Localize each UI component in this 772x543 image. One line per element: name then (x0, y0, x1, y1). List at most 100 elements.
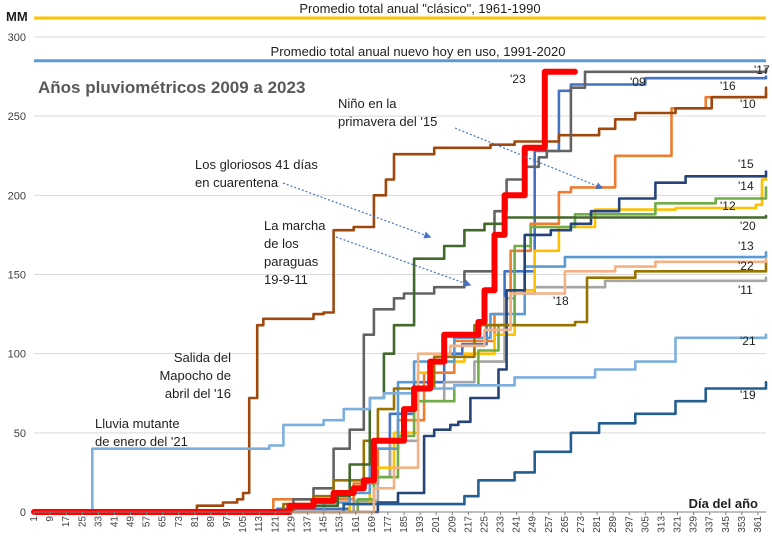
annotation-text: de enero del '21 (95, 434, 188, 449)
y-tick-label: 300 (8, 32, 26, 44)
x-tick-label: 57 (142, 516, 153, 528)
annotation-text: primavera del '15 (338, 114, 437, 129)
series-line (32, 86, 768, 514)
annotation-text: paraguas (264, 254, 319, 269)
x-tick-label: 329 (689, 516, 700, 533)
series-label: '14 (738, 179, 754, 193)
x-tick-label: 9 (45, 516, 56, 522)
annotation-arrow (335, 236, 472, 287)
x-tick-label: 281 (592, 516, 603, 533)
series-label: '18 (553, 294, 569, 308)
annotation-text: Los gloriosos 41 días (195, 157, 318, 172)
x-tick-label: 137 (302, 516, 313, 533)
series-label: '17 (754, 63, 770, 77)
y-tick-label: 250 (8, 111, 26, 123)
x-tick-label: 273 (576, 516, 587, 533)
x-tick-label: 113 (254, 516, 265, 532)
x-tick-label: 201 (431, 516, 442, 533)
x-tick-label: 25 (77, 516, 88, 528)
series-line (32, 214, 768, 514)
series-label: '19 (740, 388, 756, 402)
x-tick-label: 297 (624, 516, 635, 533)
reference-lines: Promedio total anual "clásico", 1961-199… (34, 1, 766, 63)
x-tick-label: 321 (673, 516, 684, 533)
reference-line-label: Promedio total anual nuevo hoy en uso, 1… (271, 44, 566, 59)
y-tick-label: 0 (20, 507, 26, 519)
series-line (32, 175, 768, 514)
y-tick-label: 150 (8, 270, 26, 282)
x-tick-label: 169 (367, 516, 378, 533)
series-label: '10 (740, 97, 756, 111)
series-label: '21 (740, 334, 756, 348)
series-line (32, 257, 768, 514)
x-tick-label: 73 (174, 516, 185, 528)
series-label: '16 (720, 79, 736, 93)
series-line (32, 186, 768, 514)
x-tick-label: 313 (656, 516, 667, 533)
x-tick-label: 289 (608, 516, 619, 533)
x-tick-label: 257 (544, 516, 555, 533)
x-tick-label: 81 (190, 516, 201, 528)
series-label: '11 (738, 283, 753, 297)
x-tick-label: 305 (640, 516, 651, 533)
series-label: '15 (738, 157, 754, 171)
x-tick-label: 153 (335, 516, 346, 533)
x-tick-label: 145 (319, 516, 330, 533)
annotation-text: de los (264, 236, 299, 251)
annotation-text: abril del '16 (165, 386, 231, 401)
series-line (32, 170, 768, 514)
x-tick-label: 41 (109, 516, 120, 528)
series-line (32, 380, 768, 514)
annotation-text: Salida del (174, 350, 231, 365)
series-labels: '23 '09 '17 '16 '10 '15 '14'12 '20 '13 '22 '11 '18 '… (510, 63, 770, 402)
axis-layer: 1 9 17 25 33 41 49 57 65 73 81 89 97 105 113 121 129 137 1… (29, 511, 766, 533)
x-tick-label: 1 (29, 516, 40, 522)
annotation-text: 19-9-11 (264, 272, 308, 287)
annotation-text: Mapocho de (159, 368, 231, 383)
y-axis-title: MM (6, 9, 28, 24)
series-line (31, 68, 578, 515)
annotation-text: Niño en la (338, 96, 397, 111)
chart-title: Años pluviométricos 2009 a 2023 (38, 78, 305, 97)
x-tick-label: 105 (238, 516, 249, 533)
series-label: '20 (740, 219, 756, 233)
annotation-arrow (454, 127, 604, 190)
x-tick-label: 241 (512, 516, 523, 533)
x-tick-label: 217 (463, 516, 474, 533)
y-tick-label: 100 (8, 349, 26, 361)
x-tick-label: 17 (61, 516, 72, 528)
reference-line-label: Promedio total anual "clásico", 1961-199… (299, 1, 540, 16)
series-label: '23 (510, 72, 526, 86)
series-label: '09 (630, 75, 646, 89)
series-line (32, 333, 768, 514)
x-tick-label: 129 (286, 516, 297, 533)
annotations: Niño en la primavera del '15 Los gloriosos… (95, 96, 437, 449)
x-axis-title: Día del año (689, 496, 758, 511)
x-tick-label: 121 (270, 516, 281, 533)
grid-layer: 0 50 100 150 200 250 300 (8, 32, 766, 519)
x-tick-label: 161 (351, 516, 362, 533)
x-tick-label: 49 (126, 516, 137, 528)
annotation-arrows (282, 127, 604, 287)
x-tick-label: 337 (705, 516, 716, 533)
x-tick-label: 89 (206, 516, 217, 528)
x-tick-label: 185 (399, 516, 410, 533)
series-line (32, 276, 768, 514)
y-tick-label: 200 (8, 190, 26, 202)
x-tick-label: 361 (753, 516, 764, 533)
x-tick-label: 65 (158, 516, 169, 528)
x-tick-label: 345 (721, 516, 732, 533)
annotation-text: La marcha (264, 218, 326, 233)
series-line (32, 251, 768, 514)
x-tick-label: 33 (93, 516, 104, 528)
series-layer (31, 67, 768, 515)
series-label: '22 (738, 259, 754, 273)
x-tick-label: 249 (528, 516, 539, 533)
x-tick-label: 265 (560, 516, 571, 533)
x-tick-label: 233 (496, 516, 507, 533)
x-tick-label: 177 (383, 516, 394, 533)
annotation-text: en cuarentena (195, 175, 279, 190)
x-tick-label: 225 (479, 516, 490, 533)
y-tick-label: 50 (14, 428, 26, 440)
